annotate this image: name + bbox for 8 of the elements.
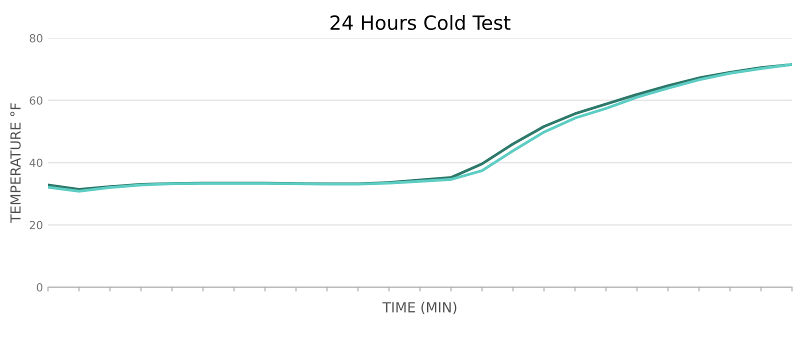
y-tick-label: 0: [36, 283, 42, 292]
y-tick-label: 20: [30, 220, 42, 230]
x-axis-title: TIME (MIN): [382, 302, 456, 314]
y-tick-label: 80: [30, 34, 42, 42]
y-tick-label: 60: [30, 96, 42, 105]
y-axis-title: TEMPERATURE °F: [10, 103, 21, 223]
y-tick-label: 40: [30, 158, 42, 167]
chart-title: 24 Hours Cold Test: [330, 14, 510, 30]
